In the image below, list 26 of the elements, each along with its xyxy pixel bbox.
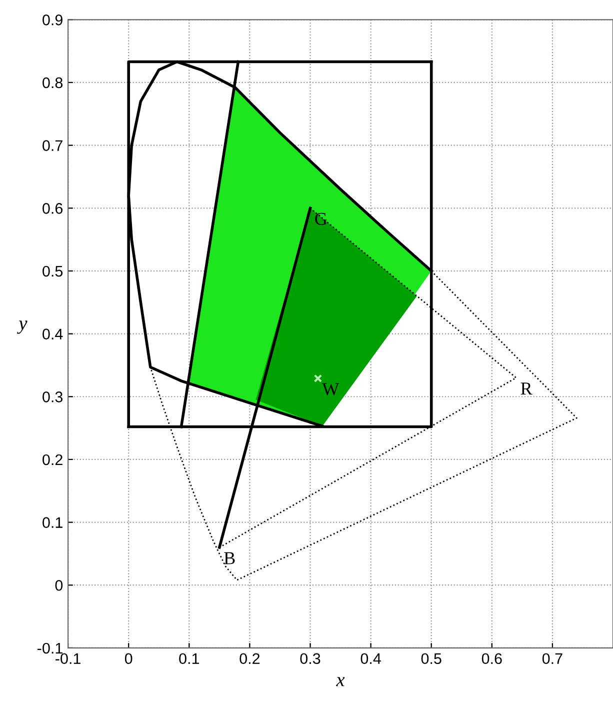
x-tick-label: 0 — [124, 653, 132, 664]
y-tick-label: 0.5 — [42, 266, 63, 277]
annotation: G — [315, 212, 327, 226]
x-tick-label: 0.4 — [360, 653, 381, 664]
y-tick-label: 0 — [55, 580, 63, 591]
x-tick-label: 0.7 — [542, 653, 562, 664]
y-tick-label: 0.7 — [42, 140, 62, 151]
y-tick-label: -0.1 — [38, 642, 62, 654]
y-tick-label: 0.1 — [42, 517, 62, 528]
x-axis-title: x — [336, 677, 345, 686]
x-tick-label: -0.1 — [56, 653, 80, 664]
y-tick-label: 0.3 — [42, 392, 63, 402]
y-tick-label: 0.8 — [42, 77, 63, 88]
x-tick-label: 0.6 — [482, 653, 502, 664]
x-tick-label: 0.2 — [240, 653, 260, 664]
y-tick-label: 0.6 — [42, 203, 63, 214]
annotation: W — [322, 383, 340, 396]
annotation: B — [224, 552, 235, 564]
y-tick-label: 0.4 — [42, 328, 63, 340]
annotation: R — [520, 382, 532, 394]
y-axis-title: y — [17, 320, 28, 334]
x-tick-label: 0.3 — [300, 653, 320, 664]
x-tick-label: 0.5 — [421, 653, 442, 664]
y-tick-label: 0.9 — [42, 14, 62, 26]
y-tick-label: 0.2 — [42, 454, 62, 466]
x-tick-label: 0.1 — [179, 653, 200, 664]
